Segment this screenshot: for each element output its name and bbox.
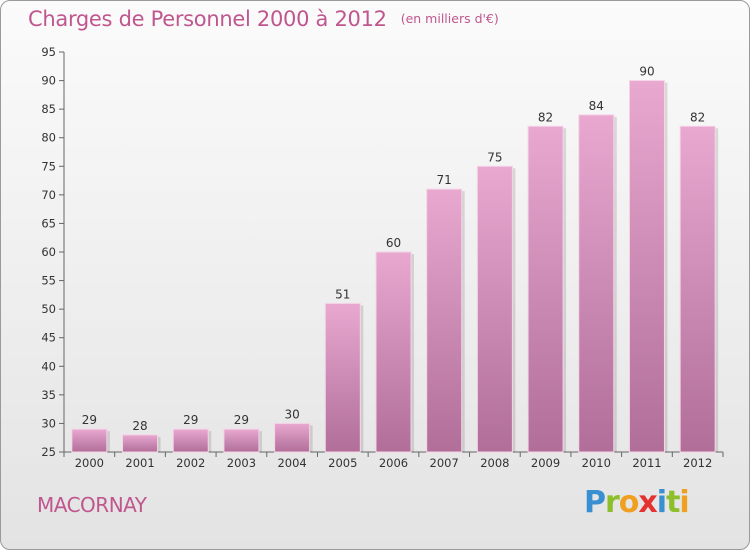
x-tick-label: 2010 <box>582 456 611 470</box>
x-tick-label: 2001 <box>125 456 154 470</box>
bar <box>324 302 361 453</box>
bar <box>426 188 463 453</box>
logo-letter: t <box>666 485 680 520</box>
bar-value-label: 29 <box>234 413 249 427</box>
bar <box>578 114 615 453</box>
bar <box>527 125 564 453</box>
bar-value-label: 71 <box>437 173 452 187</box>
labels: 2000 29 2001 28 2002 29 2003 29 2004 30 2005 51 2006… <box>75 65 713 470</box>
bar <box>71 428 108 453</box>
y-tick-label: 25 <box>41 445 56 459</box>
bar <box>172 428 209 453</box>
logo-letter: x <box>638 485 657 520</box>
y-tick-label: 90 <box>41 74 56 88</box>
x-tick-label: 2003 <box>227 456 256 470</box>
chart-title: Charges de Personnel 2000 à 2012 (en mill… <box>28 7 499 31</box>
y-tick-label: 30 <box>41 416 56 430</box>
chart-title-text: Charges de Personnel 2000 à 2012 <box>28 7 387 31</box>
bar <box>476 165 513 453</box>
y-tick-label: 35 <box>41 388 56 402</box>
bar-value-label: 28 <box>132 419 147 433</box>
x-tick-label: 2011 <box>632 456 661 470</box>
bar <box>628 80 665 453</box>
bar <box>274 422 311 453</box>
x-tick-label: 2012 <box>683 456 712 470</box>
y-tick-label: 80 <box>41 131 56 145</box>
logo-letter: P <box>584 485 606 520</box>
bar <box>223 428 260 453</box>
y-tick-label: 45 <box>41 331 56 345</box>
y-tick-label: 70 <box>41 188 56 202</box>
y-tick-label: 95 <box>41 45 56 59</box>
x-tick-label: 2009 <box>531 456 560 470</box>
bar-value-label: 29 <box>183 413 198 427</box>
bar-value-label: 29 <box>82 413 97 427</box>
chart-subtitle: (en milliers d'€) <box>400 11 499 26</box>
x-tick-label: 2007 <box>430 456 459 470</box>
axes: 25 30 35 40 45 50 55 60 65 70 75 80 85 90 95 <box>41 45 724 459</box>
bars <box>71 80 719 453</box>
bar <box>679 125 716 453</box>
y-tick-label: 55 <box>41 274 56 288</box>
y-tick-label: 65 <box>41 216 56 230</box>
x-tick-label: 2006 <box>379 456 408 470</box>
bar <box>122 434 159 453</box>
logo-letter: i <box>679 485 689 520</box>
bar-value-label: 82 <box>690 110 705 124</box>
x-tick-label: 2005 <box>328 456 357 470</box>
logo-letter: r <box>605 485 620 520</box>
bar <box>375 251 412 453</box>
x-tick-label: 2004 <box>277 456 306 470</box>
bar-value-label: 82 <box>538 110 553 124</box>
y-tick-label: 75 <box>41 159 56 173</box>
bar-value-label: 75 <box>487 150 502 164</box>
y-tick-label: 85 <box>41 102 56 116</box>
x-tick-label: 2008 <box>480 456 509 470</box>
logo-letter: i <box>656 485 667 520</box>
bar-value-label: 90 <box>639 65 654 79</box>
x-tick-label: 2002 <box>176 456 205 470</box>
y-tick-label: 40 <box>41 359 56 373</box>
commune-name: MACORNAY <box>37 493 147 517</box>
bar-value-label: 51 <box>335 287 350 301</box>
y-tick-label: 60 <box>41 245 56 259</box>
proxiti-logo[interactable]: Proxiti <box>584 485 690 520</box>
logo-letter: o <box>618 485 640 520</box>
bar-value-label: 30 <box>284 407 299 421</box>
bar-value-label: 60 <box>386 236 401 250</box>
y-tick-label: 50 <box>41 302 56 316</box>
x-tick-label: 2000 <box>75 456 104 470</box>
bar-value-label: 84 <box>589 99 604 113</box>
